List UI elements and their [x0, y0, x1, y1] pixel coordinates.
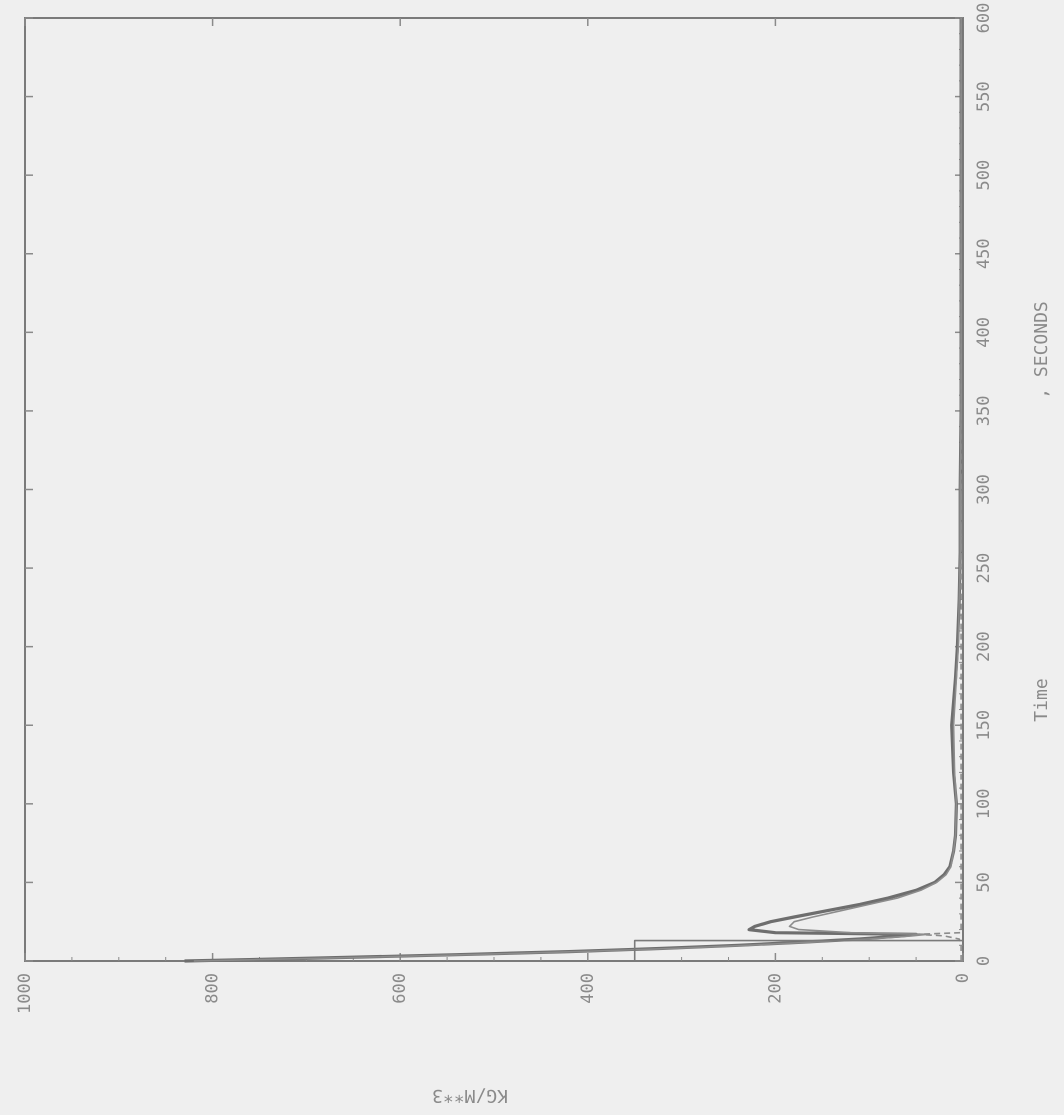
x-tick-label: 550 — [974, 81, 994, 112]
y-tick-label: 200 — [765, 973, 785, 1004]
series-line-3 — [917, 18, 962, 961]
x-tick-label: 0 — [974, 956, 994, 966]
x-axis-label: Time — [1031, 678, 1052, 721]
x-tick-label: 100 — [974, 788, 994, 819]
x-tick-label: 600 — [974, 3, 994, 34]
y-tick-label: 400 — [578, 973, 598, 1004]
series-line-2 — [193, 18, 962, 962]
y-tick-label: 1000 — [15, 973, 35, 1014]
x-tick-label: 50 — [974, 872, 994, 892]
x-tick-label: 300 — [974, 474, 994, 505]
y-tick-label: 800 — [203, 973, 223, 1004]
series-line-1 — [184, 18, 963, 963]
x-tick-label: 350 — [974, 396, 994, 427]
x-tick-label: 450 — [974, 238, 994, 269]
x-tick-label: 500 — [974, 160, 994, 191]
y-tick-label: 600 — [390, 973, 410, 1004]
x-tick-label: 150 — [974, 710, 994, 741]
x-axis-unit: , SECONDS — [1031, 301, 1052, 399]
x-tick-label: 250 — [974, 553, 994, 584]
series-line-4 — [633, 18, 964, 961]
y-axis-label: KG/M**3 — [432, 1085, 508, 1106]
x-tick-label: 200 — [974, 631, 994, 662]
x-tick-label: 400 — [974, 317, 994, 348]
y-tick-label: 0 — [953, 973, 973, 983]
plot-frame — [24, 17, 964, 962]
